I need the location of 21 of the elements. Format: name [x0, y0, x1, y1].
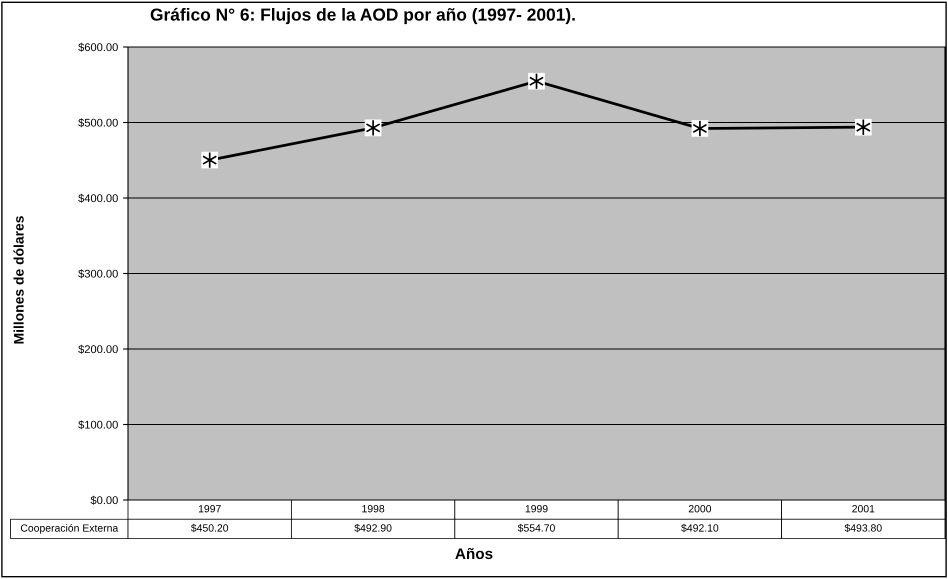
- x-tick-label: 2001: [852, 505, 874, 512]
- data-label: $554.70: [518, 524, 555, 532]
- data-label: $450.20: [190, 524, 228, 532]
- x-tick-label: 1998: [362, 505, 384, 512]
- data-label: $492.90: [354, 524, 392, 532]
- x-axis-title: Años: [455, 548, 492, 560]
- x-tick-label: 2000: [688, 505, 712, 512]
- x-tick-label: 1999: [526, 505, 548, 512]
- data-label: $492.10: [681, 524, 718, 532]
- y-tick-label: $100.00: [78, 420, 118, 430]
- y-tick-label: $600.00: [78, 42, 118, 52]
- y-axis-title: Millones de dólares: [13, 216, 24, 344]
- x-tick-label: 1997: [198, 505, 221, 512]
- y-tick-label: $0.00: [90, 496, 118, 505]
- y-tick-label: $400.00: [78, 194, 118, 203]
- data-label: $493.80: [844, 524, 882, 532]
- chart-title: Gráfico N° 6: Flujos de la AOD por año (1997- 2001).: [150, 8, 575, 24]
- text: Cooperación Externa: [20, 524, 118, 534]
- y-tick-label: $500.00: [78, 118, 118, 128]
- y-tick-label: $200.00: [78, 344, 118, 354]
- y-tick-label: $300.00: [78, 269, 118, 278]
